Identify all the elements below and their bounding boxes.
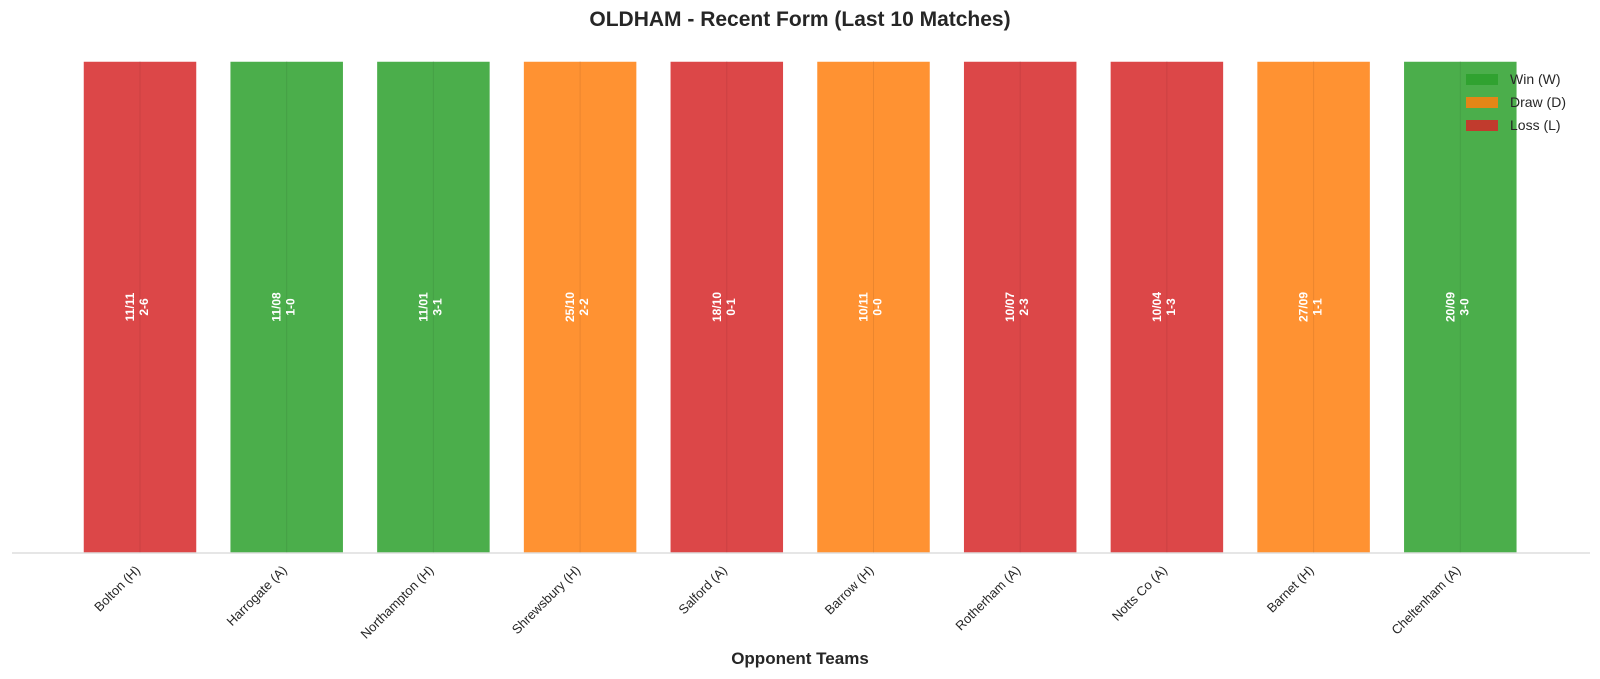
bar-date-label: 10/04 <box>1150 292 1164 322</box>
bar-7 <box>1109 60 1225 554</box>
x-tick-label: Northampton (H) <box>357 563 436 642</box>
bar-score-label: 2-6 <box>137 298 151 316</box>
bar-date-label: 25/10 <box>563 292 577 322</box>
bar-date-label: 11/11 <box>123 292 137 321</box>
bar-score-label: 0-1 <box>724 298 738 316</box>
legend-label: Win (W) <box>1510 71 1561 87</box>
bar-score-label: 2-3 <box>1017 298 1031 316</box>
legend-swatch <box>1466 120 1498 131</box>
bar-date-label: 27/09 <box>1297 292 1311 322</box>
x-tick-label: Shrewsbury (H) <box>509 563 583 637</box>
legend-swatch <box>1466 97 1498 108</box>
bar-score-label: 3-1 <box>430 298 444 316</box>
legend-swatch <box>1466 74 1498 85</box>
bar-date-label: 10/07 <box>1003 292 1017 322</box>
bar-score-label: 1-1 <box>1311 298 1325 316</box>
bar-date-label: 20/09 <box>1443 292 1457 322</box>
x-tick-label: Cheltenham (A) <box>1388 563 1463 638</box>
chart-title: OLDHAM - Recent Form (Last 10 Matches) <box>589 8 1011 31</box>
bar-score-label: 1-3 <box>1164 298 1178 316</box>
x-tick-label: Bolton (H) <box>91 563 143 615</box>
bar-score-label: 3-0 <box>1457 298 1471 316</box>
bar-score-label: 0-0 <box>871 298 885 316</box>
bar-date-label: 18/10 <box>710 292 724 322</box>
bar-date-label: 11/08 <box>270 292 284 322</box>
bar-9 <box>1402 60 1519 554</box>
bar-4 <box>669 60 785 554</box>
x-tick-label: Salford (A) <box>675 563 730 618</box>
bar-5 <box>815 60 932 554</box>
bar-8 <box>1255 60 1372 554</box>
bar-2 <box>375 60 492 554</box>
x-tick-label: Notts Co (A) <box>1109 563 1170 624</box>
bar-score-label: 2-2 <box>577 298 591 316</box>
bar-date-label: 10/11 <box>857 292 871 322</box>
bar-0 <box>82 60 198 554</box>
x-tick-label: Harrogate (A) <box>224 563 290 629</box>
legend: Win (W) Draw (D) Loss (L) <box>1466 71 1566 133</box>
legend-label: Draw (D) <box>1510 94 1566 110</box>
x-tick-labels: Bolton (H) Harrogate (A) Northampton (H) Sh… <box>91 563 1463 642</box>
legend-label: Loss (L) <box>1510 117 1561 133</box>
bar-score-label: 1-0 <box>284 298 298 316</box>
bar-date-label: 11/01 <box>416 292 430 322</box>
x-tick-label: Rotherham (A) <box>952 563 1023 634</box>
x-tick-label: Barrow (H) <box>822 563 877 618</box>
x-tick-label: Barnet (H) <box>1264 563 1317 616</box>
x-axis-label: Opponent Teams <box>731 649 869 668</box>
bars-layer: 11/11 2-6 11/08 1-0 11/01 3-1 25/10 2-2 18/10 0-1… <box>82 60 1519 554</box>
